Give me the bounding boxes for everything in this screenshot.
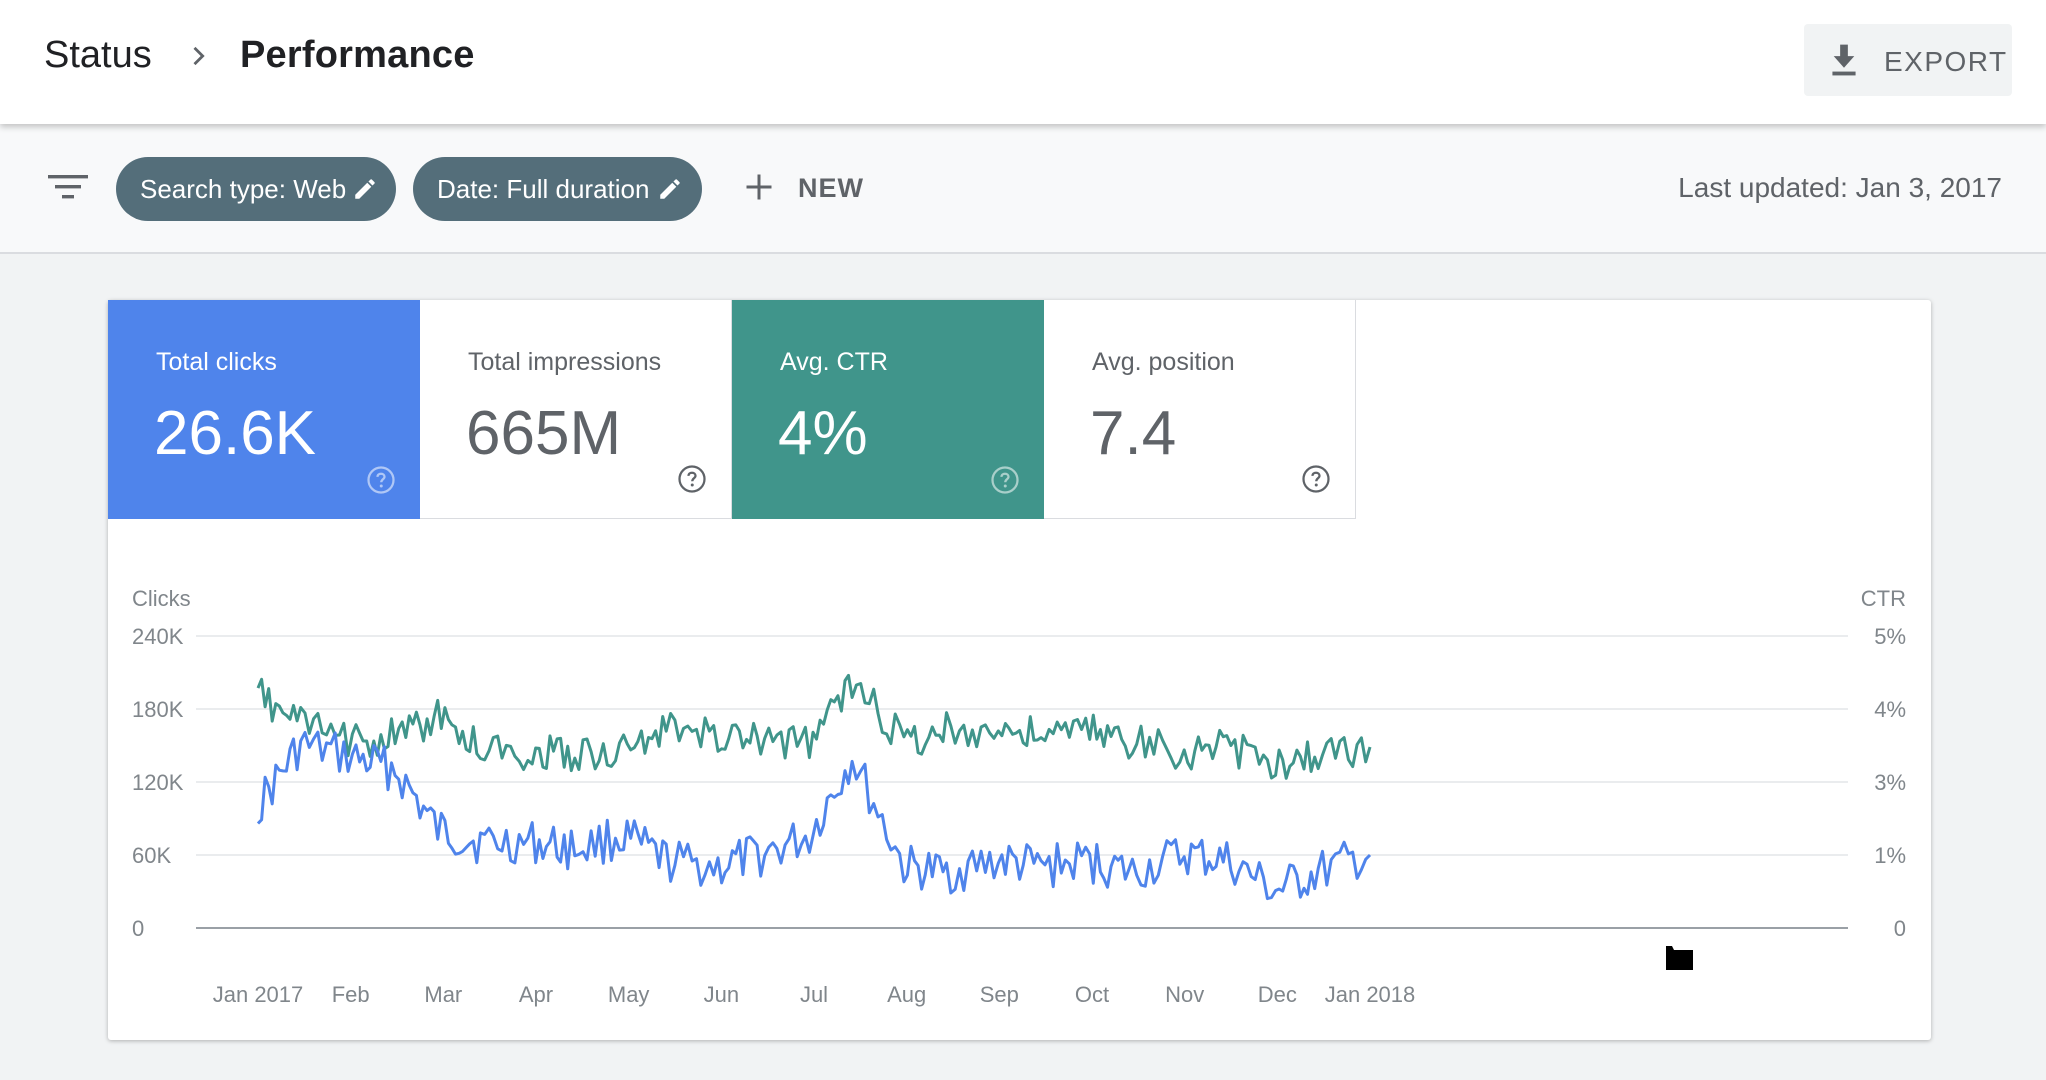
metric-value: 4% bbox=[778, 399, 868, 468]
right-tick-label: 0 bbox=[1894, 916, 1906, 941]
x-tick-label: Jan 2018 bbox=[1325, 982, 1416, 1007]
plus-icon bbox=[746, 174, 772, 200]
chevron-right-icon bbox=[193, 46, 205, 66]
x-tick-label: Sep bbox=[980, 982, 1019, 1007]
left-tick-label: 120K bbox=[132, 770, 184, 795]
new-filter-button[interactable]: NEW bbox=[738, 162, 868, 216]
metric-avg-ctr[interactable]: Avg. CTR 4% bbox=[732, 300, 1044, 519]
right-axis-title: CTR bbox=[1861, 586, 1906, 611]
right-tick-label: 3% bbox=[1874, 770, 1906, 795]
metric-value: 7.4 bbox=[1090, 399, 1177, 468]
right-tick-label: 5% bbox=[1874, 624, 1906, 649]
help-icon[interactable] bbox=[366, 465, 396, 495]
left-axis-title: Clicks bbox=[132, 586, 191, 611]
series-line-ctr bbox=[256, 673, 1372, 780]
date-filter-chip[interactable]: Date: Full duration bbox=[413, 157, 702, 221]
x-axis-ticks: Jan 2017 Feb Mar Apr May Jun Jul Aug Sep Oct Nov De… bbox=[213, 982, 1416, 1007]
app-header: Status Performance EXPORT bbox=[0, 0, 2046, 124]
x-tick-label: May bbox=[608, 982, 650, 1007]
filter-icon[interactable] bbox=[48, 172, 88, 202]
metric-value: 26.6K bbox=[154, 399, 317, 468]
metric-label: Total clicks bbox=[156, 348, 277, 376]
edit-pencil-icon[interactable] bbox=[657, 176, 683, 202]
metric-total-clicks[interactable]: Total clicks 26.6K bbox=[108, 300, 420, 519]
metric-total-impressions[interactable]: Total impressions 665M bbox=[420, 300, 732, 519]
left-tick-label: 180K bbox=[132, 697, 184, 722]
help-icon[interactable] bbox=[1301, 464, 1331, 494]
metric-value: 665M bbox=[466, 399, 622, 468]
x-tick-label: Jun bbox=[704, 982, 739, 1007]
new-label: NEW bbox=[798, 173, 864, 203]
series-line-clicks bbox=[256, 730, 1372, 901]
right-axis-ticks: 5% 4% 3% 1% 0 bbox=[1874, 624, 1906, 941]
x-tick-label: Aug bbox=[887, 982, 926, 1007]
right-tick-label: 4% bbox=[1874, 697, 1906, 722]
page-title: Performance bbox=[240, 34, 475, 76]
help-icon[interactable] bbox=[990, 465, 1020, 495]
x-tick-label: Dec bbox=[1258, 982, 1297, 1007]
download-icon bbox=[1832, 44, 1856, 76]
search-type-filter-chip[interactable]: Search type: Web bbox=[116, 157, 396, 221]
breadcrumb-status[interactable]: Status bbox=[44, 34, 152, 76]
left-axis-ticks: 240K 180K 120K 60K 0 bbox=[132, 624, 184, 941]
left-tick-label: 60K bbox=[132, 843, 171, 868]
x-tick-label: Jul bbox=[800, 982, 828, 1007]
x-tick-label: Feb bbox=[332, 982, 370, 1007]
x-tick-label: Jan 2017 bbox=[213, 982, 304, 1007]
edit-pencil-icon[interactable] bbox=[352, 176, 378, 202]
metric-label: Avg. CTR bbox=[780, 348, 888, 376]
chart-grid bbox=[196, 635, 1848, 929]
chip-label: Date: Full duration bbox=[437, 174, 650, 204]
performance-card: Total clicks 26.6K Total impressions 665… bbox=[108, 300, 1931, 1040]
export-label: EXPORT bbox=[1884, 46, 2008, 77]
help-icon[interactable] bbox=[677, 464, 707, 494]
x-tick-label: Oct bbox=[1075, 982, 1109, 1007]
right-tick-label: 1% bbox=[1874, 843, 1906, 868]
x-tick-label: Mar bbox=[424, 982, 462, 1007]
left-tick-label: 240K bbox=[132, 624, 184, 649]
chart-lines bbox=[256, 673, 1693, 970]
last-updated-text: Last updated: Jan 3, 2017 bbox=[1678, 172, 2002, 203]
annotation-marker-icon[interactable] bbox=[1666, 946, 1693, 970]
metric-label: Avg. position bbox=[1092, 348, 1235, 376]
metric-label: Total impressions bbox=[468, 348, 662, 376]
metric-avg-position[interactable]: Avg. position 7.4 bbox=[1044, 300, 1356, 519]
x-tick-label: Apr bbox=[519, 982, 553, 1007]
x-tick-label: Nov bbox=[1165, 982, 1204, 1007]
chip-label: Search type: Web bbox=[140, 174, 347, 204]
export-button[interactable]: EXPORT bbox=[1804, 24, 2012, 96]
performance-chart[interactable]: Clicks CTR 240K 180K 120K 60K 0 5% 4% 3% 1% 0 Ja… bbox=[108, 300, 1931, 1040]
left-tick-label: 0 bbox=[132, 916, 144, 941]
